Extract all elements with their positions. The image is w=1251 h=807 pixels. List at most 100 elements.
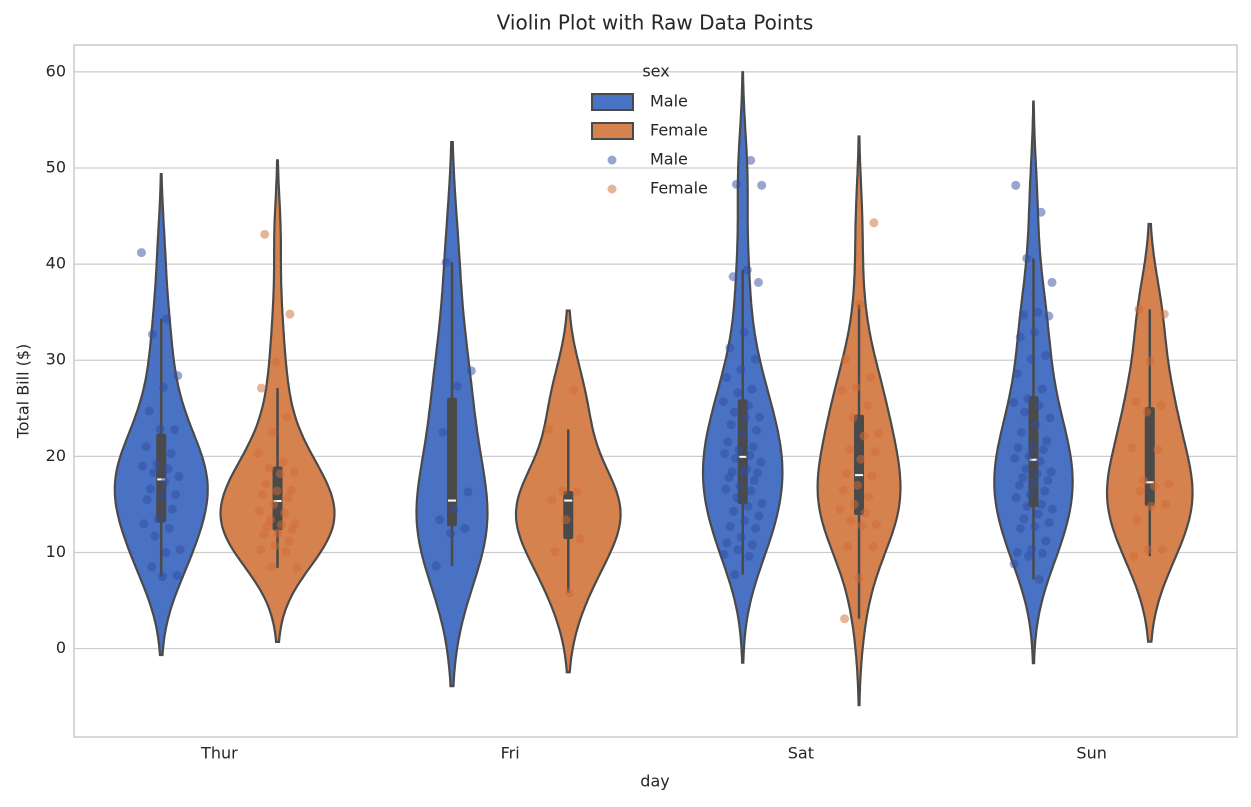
data-point (271, 357, 281, 367)
legend-marker (607, 184, 617, 194)
y-tick-label: 60 (46, 61, 66, 80)
data-point (284, 536, 294, 546)
data-point (1036, 499, 1046, 509)
data-point (281, 547, 291, 557)
data-point (1145, 356, 1155, 366)
data-point (463, 487, 473, 497)
y-tick-label: 30 (46, 350, 66, 369)
data-point (842, 469, 852, 479)
data-point (282, 412, 292, 422)
data-point (1146, 501, 1156, 511)
data-point (262, 522, 272, 532)
data-point (161, 547, 171, 557)
data-point (1016, 523, 1026, 533)
x-axis-label: day (640, 772, 669, 791)
data-point (438, 427, 448, 437)
data-point (1015, 332, 1025, 342)
data-point (144, 406, 154, 416)
data-point (1010, 453, 1020, 463)
legend-label: Male (650, 150, 688, 169)
data-point (736, 365, 746, 375)
data-point (269, 499, 279, 509)
data-point (726, 420, 736, 430)
data-point (743, 501, 753, 511)
data-point (256, 545, 266, 555)
data-point (837, 385, 847, 395)
data-point (289, 467, 299, 477)
data-point (867, 472, 877, 482)
data-point (1038, 445, 1048, 455)
data-point (873, 428, 883, 438)
data-point (736, 532, 746, 542)
data-point (740, 516, 750, 526)
data-point (139, 519, 149, 529)
data-point (260, 229, 270, 239)
data-point (1047, 277, 1057, 287)
data-point (1044, 518, 1054, 528)
data-point (435, 515, 445, 525)
data-point (728, 272, 738, 282)
x-tick-label: Fri (501, 744, 520, 763)
data-point (272, 486, 282, 496)
data-point (729, 407, 739, 417)
y-tick-label: 10 (46, 542, 66, 561)
y-tick-label: 0 (56, 638, 66, 657)
data-point (868, 542, 878, 552)
data-point (147, 329, 157, 339)
data-point (866, 373, 876, 383)
data-point (857, 521, 867, 531)
data-point (1033, 307, 1043, 317)
data-point (755, 412, 765, 422)
data-point (173, 371, 183, 381)
chart-title: Violin Plot with Raw Data Points (497, 11, 814, 35)
data-point (1043, 475, 1053, 485)
data-point (732, 493, 742, 503)
data-point (561, 515, 571, 525)
data-point (849, 499, 859, 509)
data-point (722, 373, 732, 383)
data-point (547, 496, 557, 506)
data-point (1021, 464, 1031, 474)
data-point (138, 461, 148, 471)
data-point (152, 459, 162, 469)
data-point (733, 388, 743, 398)
data-point (1033, 509, 1043, 519)
legend-title: sex (642, 62, 669, 81)
data-point (446, 528, 456, 538)
data-point (1036, 207, 1046, 217)
data-point (1030, 522, 1040, 532)
x-tick-label: Sat (788, 744, 814, 763)
data-point (859, 431, 869, 441)
data-point (156, 491, 166, 501)
data-point (1042, 436, 1052, 446)
data-point (1044, 311, 1054, 321)
data-point (871, 520, 881, 530)
data-point (740, 413, 750, 423)
data-point (723, 437, 733, 447)
data-point (731, 179, 741, 189)
data-point (1045, 413, 1055, 423)
data-point (725, 343, 735, 353)
data-point (1038, 548, 1048, 558)
data-point (851, 382, 861, 392)
data-point (153, 514, 163, 524)
data-point (278, 457, 288, 467)
data-point (731, 453, 741, 463)
data-point (738, 469, 748, 479)
data-point (1020, 407, 1030, 417)
data-point (287, 524, 297, 534)
data-point (730, 570, 740, 580)
data-point (1134, 304, 1144, 314)
data-point (735, 481, 745, 491)
data-point (846, 516, 856, 526)
data-point (1023, 551, 1033, 561)
data-point (729, 506, 739, 516)
data-point (1012, 369, 1022, 379)
data-point (145, 484, 155, 494)
data-point (1034, 574, 1044, 584)
data-point (1132, 515, 1142, 525)
data-point (1022, 501, 1032, 511)
legend-swatch (591, 122, 634, 140)
data-point (1149, 481, 1159, 491)
data-point (718, 397, 728, 407)
